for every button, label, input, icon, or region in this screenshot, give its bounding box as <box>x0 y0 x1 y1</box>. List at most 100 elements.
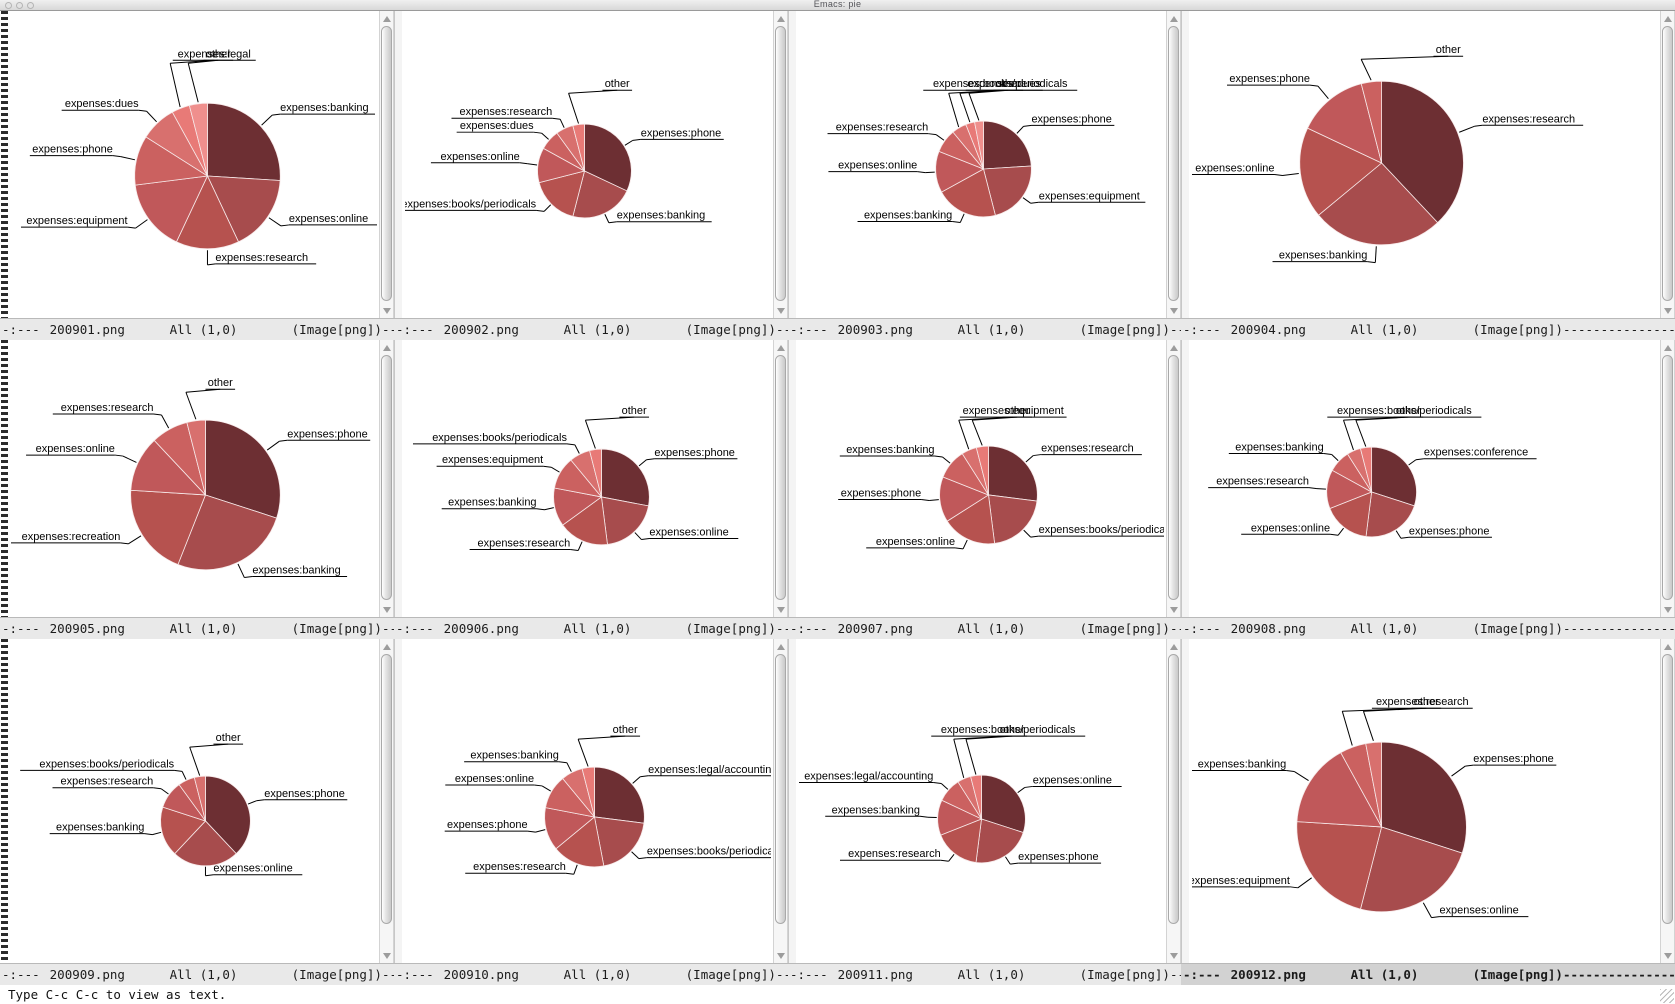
emacs-window-200904[interactable]: expenses:research expenses:banking expense… <box>1181 11 1675 340</box>
scroll-up-arrow-icon[interactable] <box>774 341 787 354</box>
mode-line[interactable]: -:--- 200903.png All (1,0) (Image[png])----… <box>788 318 1181 340</box>
scrollbar-thumb[interactable] <box>1168 355 1179 600</box>
minimize-icon[interactable] <box>16 2 23 9</box>
mode-line[interactable]: -:--- 200911.png All (1,0) (Image[png])----… <box>788 963 1181 985</box>
scroll-down-arrow-icon[interactable] <box>1661 304 1674 317</box>
label-leader-line <box>120 156 136 161</box>
scrollbar-thumb[interactable] <box>381 654 392 924</box>
mode-line-buffer-name: 200910.png <box>443 967 519 982</box>
mode-line[interactable]: -:--- 200912.png All (1,0) (Image[png]) ----… <box>1181 963 1675 985</box>
scroll-up-arrow-icon[interactable] <box>1167 12 1180 25</box>
scroll-up-arrow-icon[interactable] <box>380 12 393 25</box>
scroll-down-arrow-icon[interactable] <box>774 304 787 317</box>
emacs-window-200912[interactable]: expenses:phone expenses:online expenses:eq… <box>1181 639 1675 985</box>
pie-slice-label: expenses:books/periodicals <box>933 78 1068 90</box>
emacs-window-200902[interactable]: expenses:phone expenses:banking expenses:b… <box>394 11 788 340</box>
pie-slice <box>982 165 1032 216</box>
scroll-down-arrow-icon[interactable] <box>774 949 787 962</box>
vertical-scrollbar[interactable] <box>1660 340 1675 617</box>
pie-slice-label: expenses:equipment <box>963 405 1064 417</box>
window-divider[interactable] <box>1181 11 1189 318</box>
window-divider[interactable] <box>1181 639 1189 963</box>
mode-line-buffer-name: 200912.png <box>1230 967 1306 982</box>
scrollbar-thumb[interactable] <box>775 654 786 924</box>
vertical-scrollbar[interactable] <box>379 639 394 963</box>
pie-slice-label: expenses:books/periodicals <box>432 432 567 444</box>
emacs-window-200907[interactable]: expenses:research expenses:books/periodic… <box>788 340 1181 639</box>
window-divider[interactable] <box>788 639 796 963</box>
scroll-up-arrow-icon[interactable] <box>774 640 787 653</box>
vertical-scrollbar[interactable] <box>1166 340 1181 617</box>
vertical-scrollbar[interactable] <box>773 340 788 617</box>
mode-line[interactable]: -:--- 200906.png All (1,0) (Image[png])----… <box>394 617 788 639</box>
scroll-up-arrow-icon[interactable] <box>1661 640 1674 653</box>
scrollbar-thumb[interactable] <box>1168 26 1179 301</box>
scroll-down-arrow-icon[interactable] <box>1661 949 1674 962</box>
mode-line[interactable]: -:--- 200901.png All (1,0) (Image[png])----… <box>0 318 394 340</box>
scrollbar-thumb[interactable] <box>1662 26 1673 301</box>
vertical-scrollbar[interactable] <box>1166 11 1181 318</box>
scroll-down-arrow-icon[interactable] <box>380 949 393 962</box>
emacs-window-200910[interactable]: expenses:legal/accounting expenses:books/… <box>394 639 788 985</box>
resize-grip[interactable] <box>1660 989 1674 1003</box>
window-divider[interactable] <box>788 11 796 318</box>
scroll-up-arrow-icon[interactable] <box>1167 640 1180 653</box>
emacs-window-200906[interactable]: expenses:phone expenses:online expenses:re… <box>394 340 788 639</box>
window-divider[interactable] <box>394 340 402 617</box>
scrollbar-thumb[interactable] <box>381 355 392 600</box>
vertical-scrollbar[interactable] <box>1660 11 1675 318</box>
emacs-window-200911[interactable]: expenses:online expenses:phone expenses:re… <box>788 639 1181 985</box>
mode-line[interactable]: -:--- 200905.png All (1,0) (Image[png])----… <box>0 617 394 639</box>
window-divider[interactable] <box>788 340 796 617</box>
scroll-up-arrow-icon[interactable] <box>774 12 787 25</box>
pie-slice-label: expenses:recreation <box>22 531 121 543</box>
mode-line[interactable]: -:--- 200904.png All (1,0) (Image[png]) ----… <box>1181 318 1675 340</box>
pie-slice-label: expenses:equipment <box>26 215 127 227</box>
mode-line[interactable]: -:--- 200907.png All (1,0) (Image[png])----… <box>788 617 1181 639</box>
scrollbar-thumb[interactable] <box>1662 654 1673 924</box>
window-controls[interactable] <box>5 2 34 9</box>
scrollbar-thumb[interactable] <box>1168 654 1179 924</box>
scroll-down-arrow-icon[interactable] <box>1167 304 1180 317</box>
scrollbar-thumb[interactable] <box>1662 355 1673 600</box>
scroll-down-arrow-icon[interactable] <box>1167 949 1180 962</box>
emacs-window-200905[interactable]: expenses:phone expenses:banking expenses:r… <box>0 340 394 639</box>
scrollbar-thumb[interactable] <box>381 26 392 301</box>
vertical-scrollbar[interactable] <box>773 639 788 963</box>
close-icon[interactable] <box>5 2 12 9</box>
scroll-up-arrow-icon[interactable] <box>1661 341 1674 354</box>
vertical-scrollbar[interactable] <box>773 11 788 318</box>
vertical-scrollbar[interactable] <box>1166 639 1181 963</box>
scroll-down-arrow-icon[interactable] <box>1167 603 1180 616</box>
scroll-down-arrow-icon[interactable] <box>774 603 787 616</box>
zoom-icon[interactable] <box>27 2 34 9</box>
pie-slice-label: expenses:online <box>1195 162 1274 174</box>
scroll-down-arrow-icon[interactable] <box>380 603 393 616</box>
mode-line[interactable]: -:--- 200908.png All (1,0) (Image[png]) ----… <box>1181 617 1675 639</box>
emacs-window-200908[interactable]: expenses:conference expenses:phone expense… <box>1181 340 1675 639</box>
scroll-up-arrow-icon[interactable] <box>1661 12 1674 25</box>
window-divider[interactable] <box>394 639 402 963</box>
scroll-down-arrow-icon[interactable] <box>380 304 393 317</box>
emacs-window-200903[interactable]: expenses:phone expenses:equipment expenses… <box>788 11 1181 340</box>
vertical-scrollbar[interactable] <box>379 340 394 617</box>
pie-slice <box>160 806 207 855</box>
window-divider[interactable] <box>1181 340 1189 617</box>
scroll-up-arrow-icon[interactable] <box>380 341 393 354</box>
emacs-window-200909[interactable]: expenses:phone expenses:online expenses:ba… <box>0 639 394 985</box>
scrollbar-thumb[interactable] <box>775 26 786 301</box>
vertical-scrollbar[interactable] <box>379 11 394 318</box>
mode-line[interactable]: -:--- 200902.png All (1,0) (Image[png])----… <box>394 318 788 340</box>
scroll-up-arrow-icon[interactable] <box>380 640 393 653</box>
vertical-scrollbar[interactable] <box>1660 639 1675 963</box>
mode-line-major-mode: (Image[png]) <box>1472 322 1563 337</box>
mode-line[interactable]: -:--- 200910.png All (1,0) (Image[png])----… <box>394 963 788 985</box>
mode-line-major-mode: (Image[png]) <box>291 322 382 337</box>
scroll-up-arrow-icon[interactable] <box>1167 341 1180 354</box>
emacs-window-200901[interactable]: expenses:banking expenses:online expenses:… <box>0 11 394 340</box>
mode-line[interactable]: -:--- 200909.png All (1,0) (Image[png])----… <box>0 963 394 985</box>
scrollbar-thumb[interactable] <box>775 355 786 600</box>
mode-line-major-mode: (Image[png]) <box>1472 967 1563 982</box>
scroll-down-arrow-icon[interactable] <box>1661 603 1674 616</box>
window-divider[interactable] <box>394 11 402 318</box>
